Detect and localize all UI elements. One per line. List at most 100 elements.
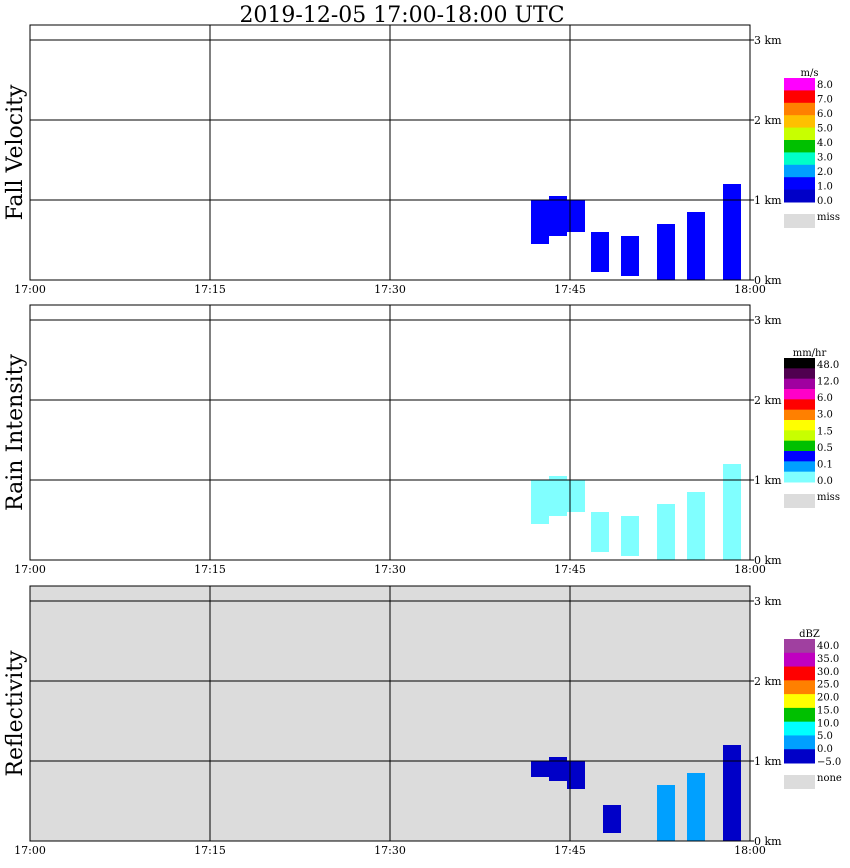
echo-cell xyxy=(549,196,567,236)
x-tick-label: 17:15 xyxy=(194,563,226,576)
x-tick-label: 17:30 xyxy=(374,283,406,296)
colorbar-label: 6.0 xyxy=(817,109,833,120)
colorbar-swatch xyxy=(784,127,815,141)
x-tick-label: 18:00 xyxy=(734,563,766,576)
colorbar-swatch xyxy=(784,409,815,421)
y-tick-label: 1 km xyxy=(754,474,782,487)
colorbar-swatch xyxy=(784,749,815,764)
colorbar-swatch xyxy=(784,461,815,473)
colorbar-label: 5.0 xyxy=(817,124,833,135)
colorbar-label: 7.0 xyxy=(817,95,833,106)
y-tick-label: 1 km xyxy=(754,755,782,768)
figure-title: 2019-12-05 17:00-18:00 UTC xyxy=(239,3,564,28)
panel-reflectivity: 17:00 17:15 17:30 17:45 18:000 km 1 km 2 km 3 k… xyxy=(3,585,842,857)
y-axis-label: Reflectivity xyxy=(3,650,28,777)
y-tick-label: 3 km xyxy=(754,34,782,47)
x-tick-label: 17:30 xyxy=(374,563,406,576)
colorbar-label: 35.0 xyxy=(817,654,839,665)
colorbar-label: 2.0 xyxy=(817,167,833,178)
colorbar-swatch xyxy=(784,694,815,709)
echo-cell xyxy=(723,745,741,841)
echo-cell xyxy=(723,464,741,560)
echo-cell xyxy=(621,516,639,556)
colorbar-unit: dBZ xyxy=(799,629,820,640)
colorbar-swatch xyxy=(784,666,815,681)
colorbar-label: 0.0 xyxy=(817,744,833,755)
echo-layer xyxy=(531,464,741,560)
colorbar-swatch xyxy=(784,707,815,723)
echo-cell xyxy=(567,200,585,232)
colorbar-label: 0.0 xyxy=(817,476,833,487)
x-tick-label: 18:00 xyxy=(734,283,766,296)
colorbar-label: 30.0 xyxy=(817,667,839,678)
colorbar-missing-label: miss xyxy=(817,212,840,223)
y-tick-label: 1 km xyxy=(754,194,782,207)
colorbar-swatch xyxy=(784,420,815,431)
colorbar-label: 1.5 xyxy=(817,426,833,437)
colorbar-swatch xyxy=(784,399,815,411)
colorbar-label: 5.0 xyxy=(817,731,833,742)
y-axis-label: Rain Intensity xyxy=(3,353,28,510)
colorbar-label: −5.0 xyxy=(817,757,841,768)
colorbar-missing-label: miss xyxy=(817,492,840,503)
echo-cell xyxy=(723,184,741,280)
colorbar-label: 40.0 xyxy=(817,641,839,652)
colorbar-swatch xyxy=(784,451,815,462)
colorbar-swatch xyxy=(784,639,815,654)
colorbar-swatch xyxy=(784,358,815,369)
echo-cell xyxy=(603,805,621,833)
colorbar: m/s8.0 7.0 6.0 5.0 4.0 3.0 2.0 1.0 0.0 miss xyxy=(784,68,840,228)
colorbar-label: 3.0 xyxy=(817,410,833,421)
echo-cell xyxy=(657,785,675,841)
colorbar-swatch xyxy=(784,735,815,750)
echo-cell xyxy=(567,480,585,512)
colorbar-swatch xyxy=(784,440,815,452)
colorbar-label: 3.0 xyxy=(817,153,833,164)
colorbar-unit: mm/hr xyxy=(793,348,827,359)
colorbar-swatch xyxy=(784,177,815,191)
colorbar-missing-swatch xyxy=(784,214,815,228)
colorbar-missing-swatch xyxy=(784,775,815,789)
colorbar-swatch xyxy=(784,652,815,668)
x-tick-label: 17:00 xyxy=(14,283,46,296)
colorbar-label: 20.0 xyxy=(817,693,839,704)
colorbar-swatch xyxy=(784,115,815,129)
y-tick-label: 0 km xyxy=(754,554,782,567)
colorbar-label: 0.0 xyxy=(817,196,833,207)
y-tick-label: 3 km xyxy=(754,595,782,608)
echo-cell xyxy=(621,236,639,276)
colorbar-label: 48.0 xyxy=(817,360,839,371)
colorbar-swatch xyxy=(784,471,815,483)
colorbar-label: 6.0 xyxy=(817,393,833,404)
y-tick-label: 0 km xyxy=(754,274,782,287)
echo-cell xyxy=(657,504,675,560)
x-tick-label: 17:00 xyxy=(14,563,46,576)
x-tick-label: 17:45 xyxy=(554,283,586,296)
colorbar-swatch xyxy=(784,680,815,695)
echo-cell xyxy=(531,761,549,777)
colorbar-swatch xyxy=(784,721,815,736)
y-axis-label: Fall Velocity xyxy=(3,84,28,220)
y-tick-label: 3 km xyxy=(754,314,782,327)
x-tick-label: 17:30 xyxy=(374,844,406,857)
colorbar-missing-label: none xyxy=(817,773,842,784)
echo-cell xyxy=(657,224,675,280)
colorbar-swatch xyxy=(784,152,815,166)
x-tick-label: 17:15 xyxy=(194,283,226,296)
echo-layer xyxy=(531,184,741,280)
colorbar-unit: m/s xyxy=(801,68,819,79)
colorbar-label: 10.0 xyxy=(817,718,839,729)
echo-cell xyxy=(531,200,549,244)
colorbar-missing-swatch xyxy=(784,494,815,508)
colorbar-label: 0.5 xyxy=(817,443,833,454)
plot-frame xyxy=(29,24,751,281)
panel-fall-velocity: 17:00 17:15 17:30 17:45 18:000 km 1 km 2 km 3 k… xyxy=(3,24,840,296)
echo-cell xyxy=(549,757,567,781)
y-tick-label: 0 km xyxy=(754,835,782,848)
plot-frame xyxy=(29,585,751,842)
colorbar-swatch xyxy=(784,90,815,104)
echo-cell xyxy=(687,492,705,560)
echo-cell xyxy=(567,761,585,789)
